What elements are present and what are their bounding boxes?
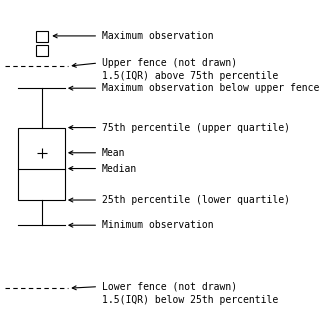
Text: Maximum observation below upper fence: Maximum observation below upper fence [102,83,319,93]
Text: Maximum observation: Maximum observation [102,31,213,41]
Text: 25th percentile (lower quartile): 25th percentile (lower quartile) [102,195,290,205]
Text: Lower fence (not drawn)
1.5(IQR) below 25th percentile: Lower fence (not drawn) 1.5(IQR) below 2… [102,282,278,305]
Text: Mean: Mean [102,148,125,158]
Bar [18,128,65,200]
Bar [36,31,48,42]
Bar [36,45,48,56]
Text: Upper fence (not drawn)
1.5(IQR) above 75th percentile: Upper fence (not drawn) 1.5(IQR) above 7… [102,58,278,82]
Text: Median: Median [102,163,137,174]
Text: 75th percentile (upper quartile): 75th percentile (upper quartile) [102,123,290,133]
Text: Minimum observation: Minimum observation [102,220,213,230]
